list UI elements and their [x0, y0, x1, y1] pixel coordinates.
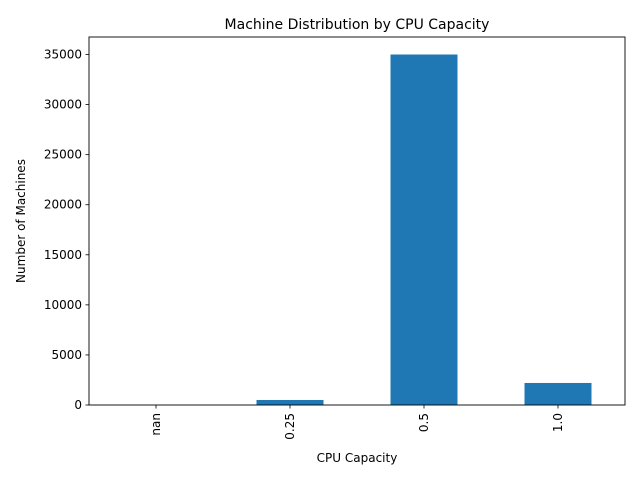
chart-title: Machine Distribution by CPU Capacity [225, 17, 490, 33]
x-tick-label: 1.0 [551, 413, 565, 432]
bar-0-5 [390, 54, 458, 406]
x-tick-label: 0.5 [417, 413, 431, 432]
y-axis-ticks: 0 5000 10000 15000 20000 25000 30000 35000 [44, 48, 89, 412]
bar-1-0 [524, 382, 592, 405]
plot-frame [88, 36, 626, 406]
y-tick-label: 25000 [44, 148, 82, 162]
y-tick-label: 0 [74, 398, 82, 412]
y-tick-label: 5000 [51, 348, 82, 362]
y-tick-label: 10000 [44, 298, 82, 312]
x-axis-ticks: nan 0.25 0.5 1.0 [149, 405, 565, 440]
bars [256, 54, 592, 406]
y-tick-label: 35000 [44, 48, 82, 62]
x-axis-label: CPU Capacity [317, 451, 398, 465]
y-axis-label: Number of Machines [14, 159, 28, 283]
bar-0-25 [256, 399, 324, 405]
x-tick-label: 0.25 [283, 413, 297, 440]
y-tick-label: 20000 [44, 198, 82, 212]
y-tick-label: 15000 [44, 248, 82, 262]
x-tick-label: nan [149, 413, 163, 436]
y-tick-label: 30000 [44, 98, 82, 112]
